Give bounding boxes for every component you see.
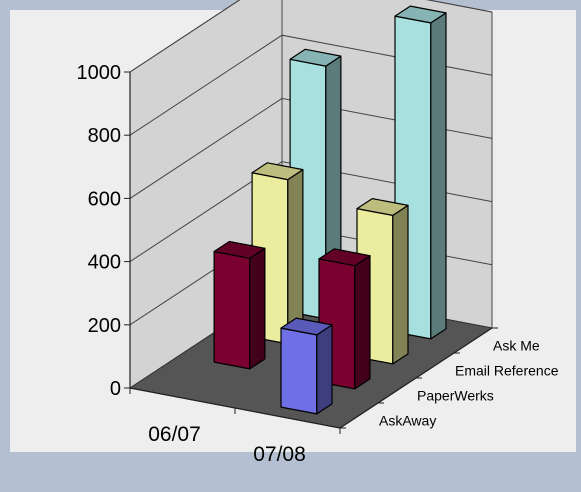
bar-side-face <box>430 12 447 340</box>
bar-top-face <box>394 5 447 24</box>
y-tick-label: 0 <box>110 378 121 400</box>
bar-side-face <box>287 169 304 345</box>
bar-front-face <box>213 250 251 370</box>
y-tick-label: 800 <box>88 125 121 147</box>
bar-top-face <box>318 248 371 267</box>
bar-top-face <box>280 317 333 336</box>
y-tick-label: 400 <box>88 252 121 274</box>
bar-top-face <box>356 198 409 216</box>
y-tick-label: 1000 <box>77 62 122 84</box>
y-tick-label: 600 <box>88 188 121 210</box>
bar-top-face <box>251 162 304 181</box>
depth-series-label: PaperWerks <box>417 388 494 404</box>
bar-top-face <box>289 48 342 67</box>
gridline <box>129 0 493 73</box>
bar-askaway-07-08 <box>280 317 333 415</box>
depth-series-label: Email Reference <box>455 363 559 379</box>
bar-side-face <box>316 324 333 415</box>
bar-side-face <box>354 255 371 390</box>
bar-side-face <box>392 204 409 365</box>
depth-series-label: Ask Me <box>493 338 540 354</box>
bar-paperwerks-06-07 <box>213 240 266 370</box>
bar-top-face <box>213 240 266 259</box>
depth-series-label: AskAway <box>379 413 436 429</box>
bar-side-face <box>249 247 266 370</box>
x-category-label: 06/07 <box>148 423 201 446</box>
y-tick-label: 200 <box>88 315 121 337</box>
bar-front-face <box>280 327 318 415</box>
x-category-label: 07/08 <box>253 443 306 466</box>
